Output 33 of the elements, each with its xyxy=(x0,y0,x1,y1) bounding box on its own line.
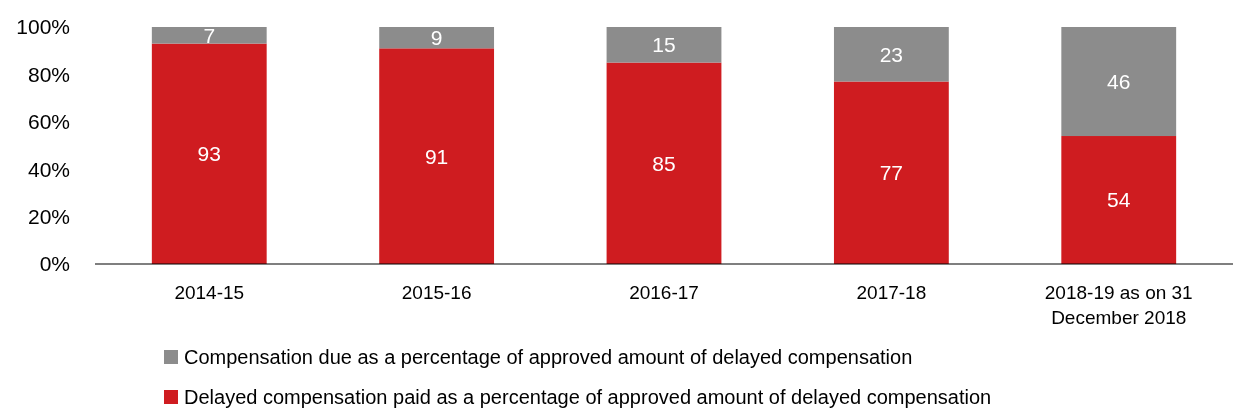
bar xyxy=(606,62,722,264)
bar xyxy=(151,43,267,264)
bar xyxy=(606,27,722,63)
data-label: 77 xyxy=(879,161,904,185)
data-label: 93 xyxy=(197,142,221,166)
bar xyxy=(833,81,949,264)
x-tick-label: 2015-16 xyxy=(401,282,472,303)
x-tick-label: 2017-18 xyxy=(856,282,927,303)
data-label: 91 xyxy=(424,144,449,168)
data-label: 54 xyxy=(1107,188,1131,212)
data-label: 23 xyxy=(879,42,904,66)
y-tick-label: 100% xyxy=(16,15,70,39)
bar xyxy=(379,27,495,49)
bar xyxy=(379,48,495,264)
x-tick-label: 2016-17 xyxy=(629,282,699,303)
data-label: 15 xyxy=(652,33,676,57)
y-tick-label: 0% xyxy=(39,252,70,276)
y-tick-label: 20% xyxy=(27,204,70,228)
bar xyxy=(1061,27,1177,137)
legend-label: Delayed compensation paid as a percentage of approved amount of delayed compensation xyxy=(184,386,992,408)
y-tick-label: 60% xyxy=(27,110,70,134)
x-tick-label: 2014-15 xyxy=(174,282,245,303)
bar xyxy=(833,27,949,82)
data-label: 7 xyxy=(203,23,216,47)
data-label: 46 xyxy=(1107,69,1131,93)
bar xyxy=(151,27,267,44)
data-label: 9 xyxy=(430,26,443,50)
y-tick-label: 80% xyxy=(27,62,70,86)
y-tick-label: 40% xyxy=(27,157,70,181)
bar xyxy=(1061,136,1177,264)
data-label: 85 xyxy=(652,151,676,175)
legend-label: Compensation due as a percentage of approved amount of delayed compensation xyxy=(184,346,913,368)
x-tick-label: 2018-19 as on 31 December 2018 xyxy=(1044,282,1193,328)
